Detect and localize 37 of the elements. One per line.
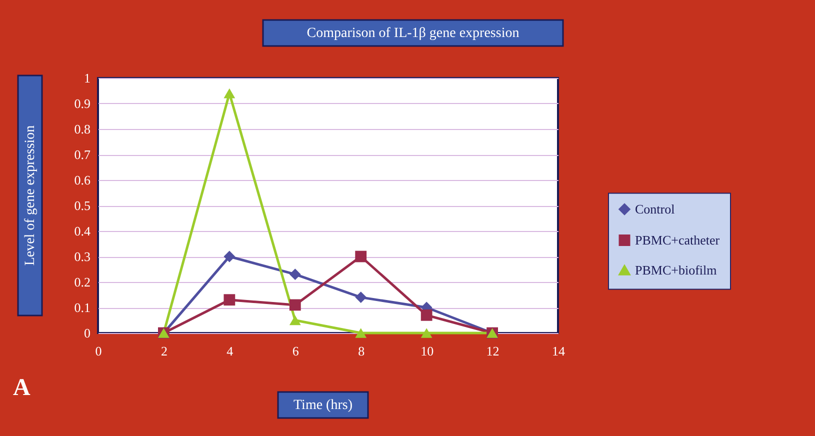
point	[289, 268, 301, 280]
point	[224, 250, 236, 262]
text: A	[13, 375, 31, 401]
y-tick-label: 0.1	[74, 300, 90, 315]
y-tick-label: 0.9	[74, 96, 90, 111]
x-tick-label: 4	[226, 344, 234, 358]
y-tick-label: 0.7	[74, 147, 91, 162]
point	[355, 292, 367, 303]
y-tick-label: 0.3	[74, 249, 90, 264]
chart-title: Comparison of IL-1β gene expression	[306, 26, 520, 41]
y-tick-label: 0.8	[74, 122, 90, 136]
legend-label: Control	[635, 201, 676, 216]
x-axis-title: Time (hrs)	[294, 398, 353, 413]
legend-label: PBMC+catheter	[635, 232, 720, 248]
x-tick-label: 14	[552, 344, 566, 358]
y-tick-label: 0.4	[74, 224, 91, 238]
y-axis-title: Level of gene expression	[23, 125, 38, 266]
x-tick-label: 6	[292, 344, 300, 358]
point	[420, 328, 432, 338]
point	[224, 88, 236, 98]
point	[289, 315, 301, 326]
point	[420, 309, 432, 321]
y-tick-label: 0	[84, 326, 90, 340]
point	[355, 328, 367, 338]
y-tick-label: 0.2	[74, 274, 90, 290]
x-tick-label: 10	[420, 344, 434, 358]
point	[289, 299, 301, 311]
point	[224, 294, 236, 306]
y-tick-label: 0.5	[74, 198, 90, 213]
x-tick-label: 2	[160, 344, 168, 358]
x-tick-label: 8	[358, 344, 365, 358]
point	[355, 250, 367, 262]
y-tick-label: 1	[84, 70, 90, 86]
legend-label: PBMC+biofilm	[635, 262, 717, 278]
y-tick-label: 0.6	[74, 172, 91, 188]
x-tick-label: 12	[486, 344, 500, 358]
x-tick-label: 0	[95, 344, 102, 358]
